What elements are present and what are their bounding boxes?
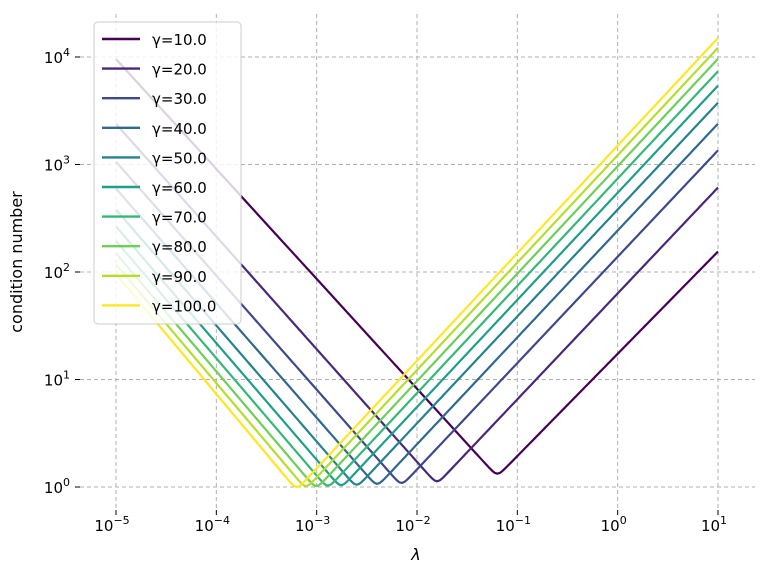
legend-label: γ=60.0 [152, 179, 207, 197]
x-tick-label: 10−2 [395, 514, 430, 535]
legend-label: γ=80.0 [152, 238, 207, 256]
x-tick-label: 100 [601, 514, 627, 535]
x-tick-label: 10−5 [94, 514, 129, 535]
legend-label: γ=90.0 [152, 268, 207, 286]
legend-label: γ=40.0 [152, 120, 207, 138]
x-tick-label: 10−4 [195, 514, 230, 535]
y-axis-ticks: 100 101 102 103 104 [44, 46, 80, 497]
series-line [115, 47, 719, 488]
x-tick-label: 101 [701, 514, 727, 535]
x-axis-title: λ [410, 545, 420, 564]
x-tick-label: 10−1 [496, 514, 531, 535]
series-line [115, 101, 719, 486]
legend-label: γ=50.0 [152, 149, 207, 167]
y-tick-label: 100 [44, 476, 70, 497]
x-axis-ticks: 10−5 10−4 10−3 10−2 10−1 100 101 [94, 510, 727, 535]
y-tick-label: 101 [44, 369, 70, 390]
series-line [115, 58, 719, 488]
legend-label: γ=10.0 [152, 31, 207, 49]
legend-label: γ=70.0 [152, 209, 207, 227]
series-line [115, 84, 719, 487]
x-tick-label: 10−3 [295, 514, 330, 535]
y-axis-title: condition number [7, 191, 26, 333]
y-tick-label: 104 [44, 46, 70, 67]
legend: γ=10.0 γ=20.0 γ=30.0 γ=40.0 γ=50.0 γ=60.0 γ=70… [93, 21, 242, 325]
legend-label: γ=30.0 [152, 90, 207, 108]
series-line [115, 37, 719, 489]
legend-label: γ=20.0 [152, 61, 207, 79]
legend-label: γ=100.0 [152, 297, 216, 315]
y-tick-label: 102 [44, 261, 70, 282]
y-tick-label: 103 [44, 154, 70, 175]
series-line [115, 70, 719, 487]
